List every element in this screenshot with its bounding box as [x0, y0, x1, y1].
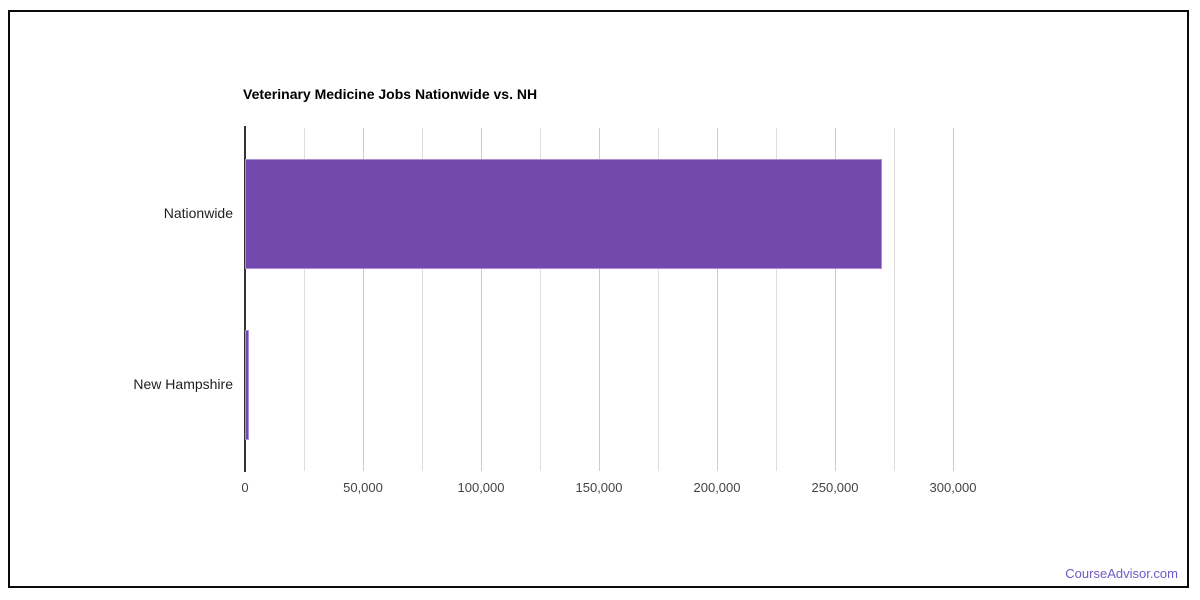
major-gridline — [481, 128, 482, 471]
x-axis-tick-label: 0 — [241, 480, 249, 495]
bar-new-hampshire[interactable] — [245, 330, 249, 440]
major-gridline — [717, 128, 718, 471]
x-axis-tick-label: 300,000 — [929, 480, 977, 495]
major-gridline — [953, 128, 954, 471]
minor-gridline — [540, 128, 541, 471]
chart-border-frame — [8, 10, 1189, 588]
minor-gridline — [894, 128, 895, 471]
major-gridline — [599, 128, 600, 471]
minor-gridline — [304, 128, 305, 471]
major-gridline — [363, 128, 364, 471]
x-axis-tick-label: 50,000 — [343, 480, 383, 495]
x-axis-tick-label: 100,000 — [457, 480, 505, 495]
x-axis-tick-label: 200,000 — [693, 480, 741, 495]
chart-title: Veterinary Medicine Jobs Nationwide vs. … — [243, 86, 538, 102]
minor-gridline — [776, 128, 777, 471]
x-axis-tick-label: 150,000 — [575, 480, 623, 495]
major-gridline — [835, 128, 836, 471]
category-label-nationwide: Nationwide — [163, 205, 233, 221]
bar-nationwide[interactable] — [245, 159, 882, 269]
courseadvisor-link[interactable]: CourseAdvisor.com — [1065, 566, 1178, 581]
x-axis-baseline — [244, 126, 246, 472]
x-axis-tick-label: 250,000 — [811, 480, 859, 495]
category-label-new-hampshire: New Hampshire — [133, 376, 233, 392]
minor-gridline — [658, 128, 659, 471]
minor-gridline — [422, 128, 423, 471]
